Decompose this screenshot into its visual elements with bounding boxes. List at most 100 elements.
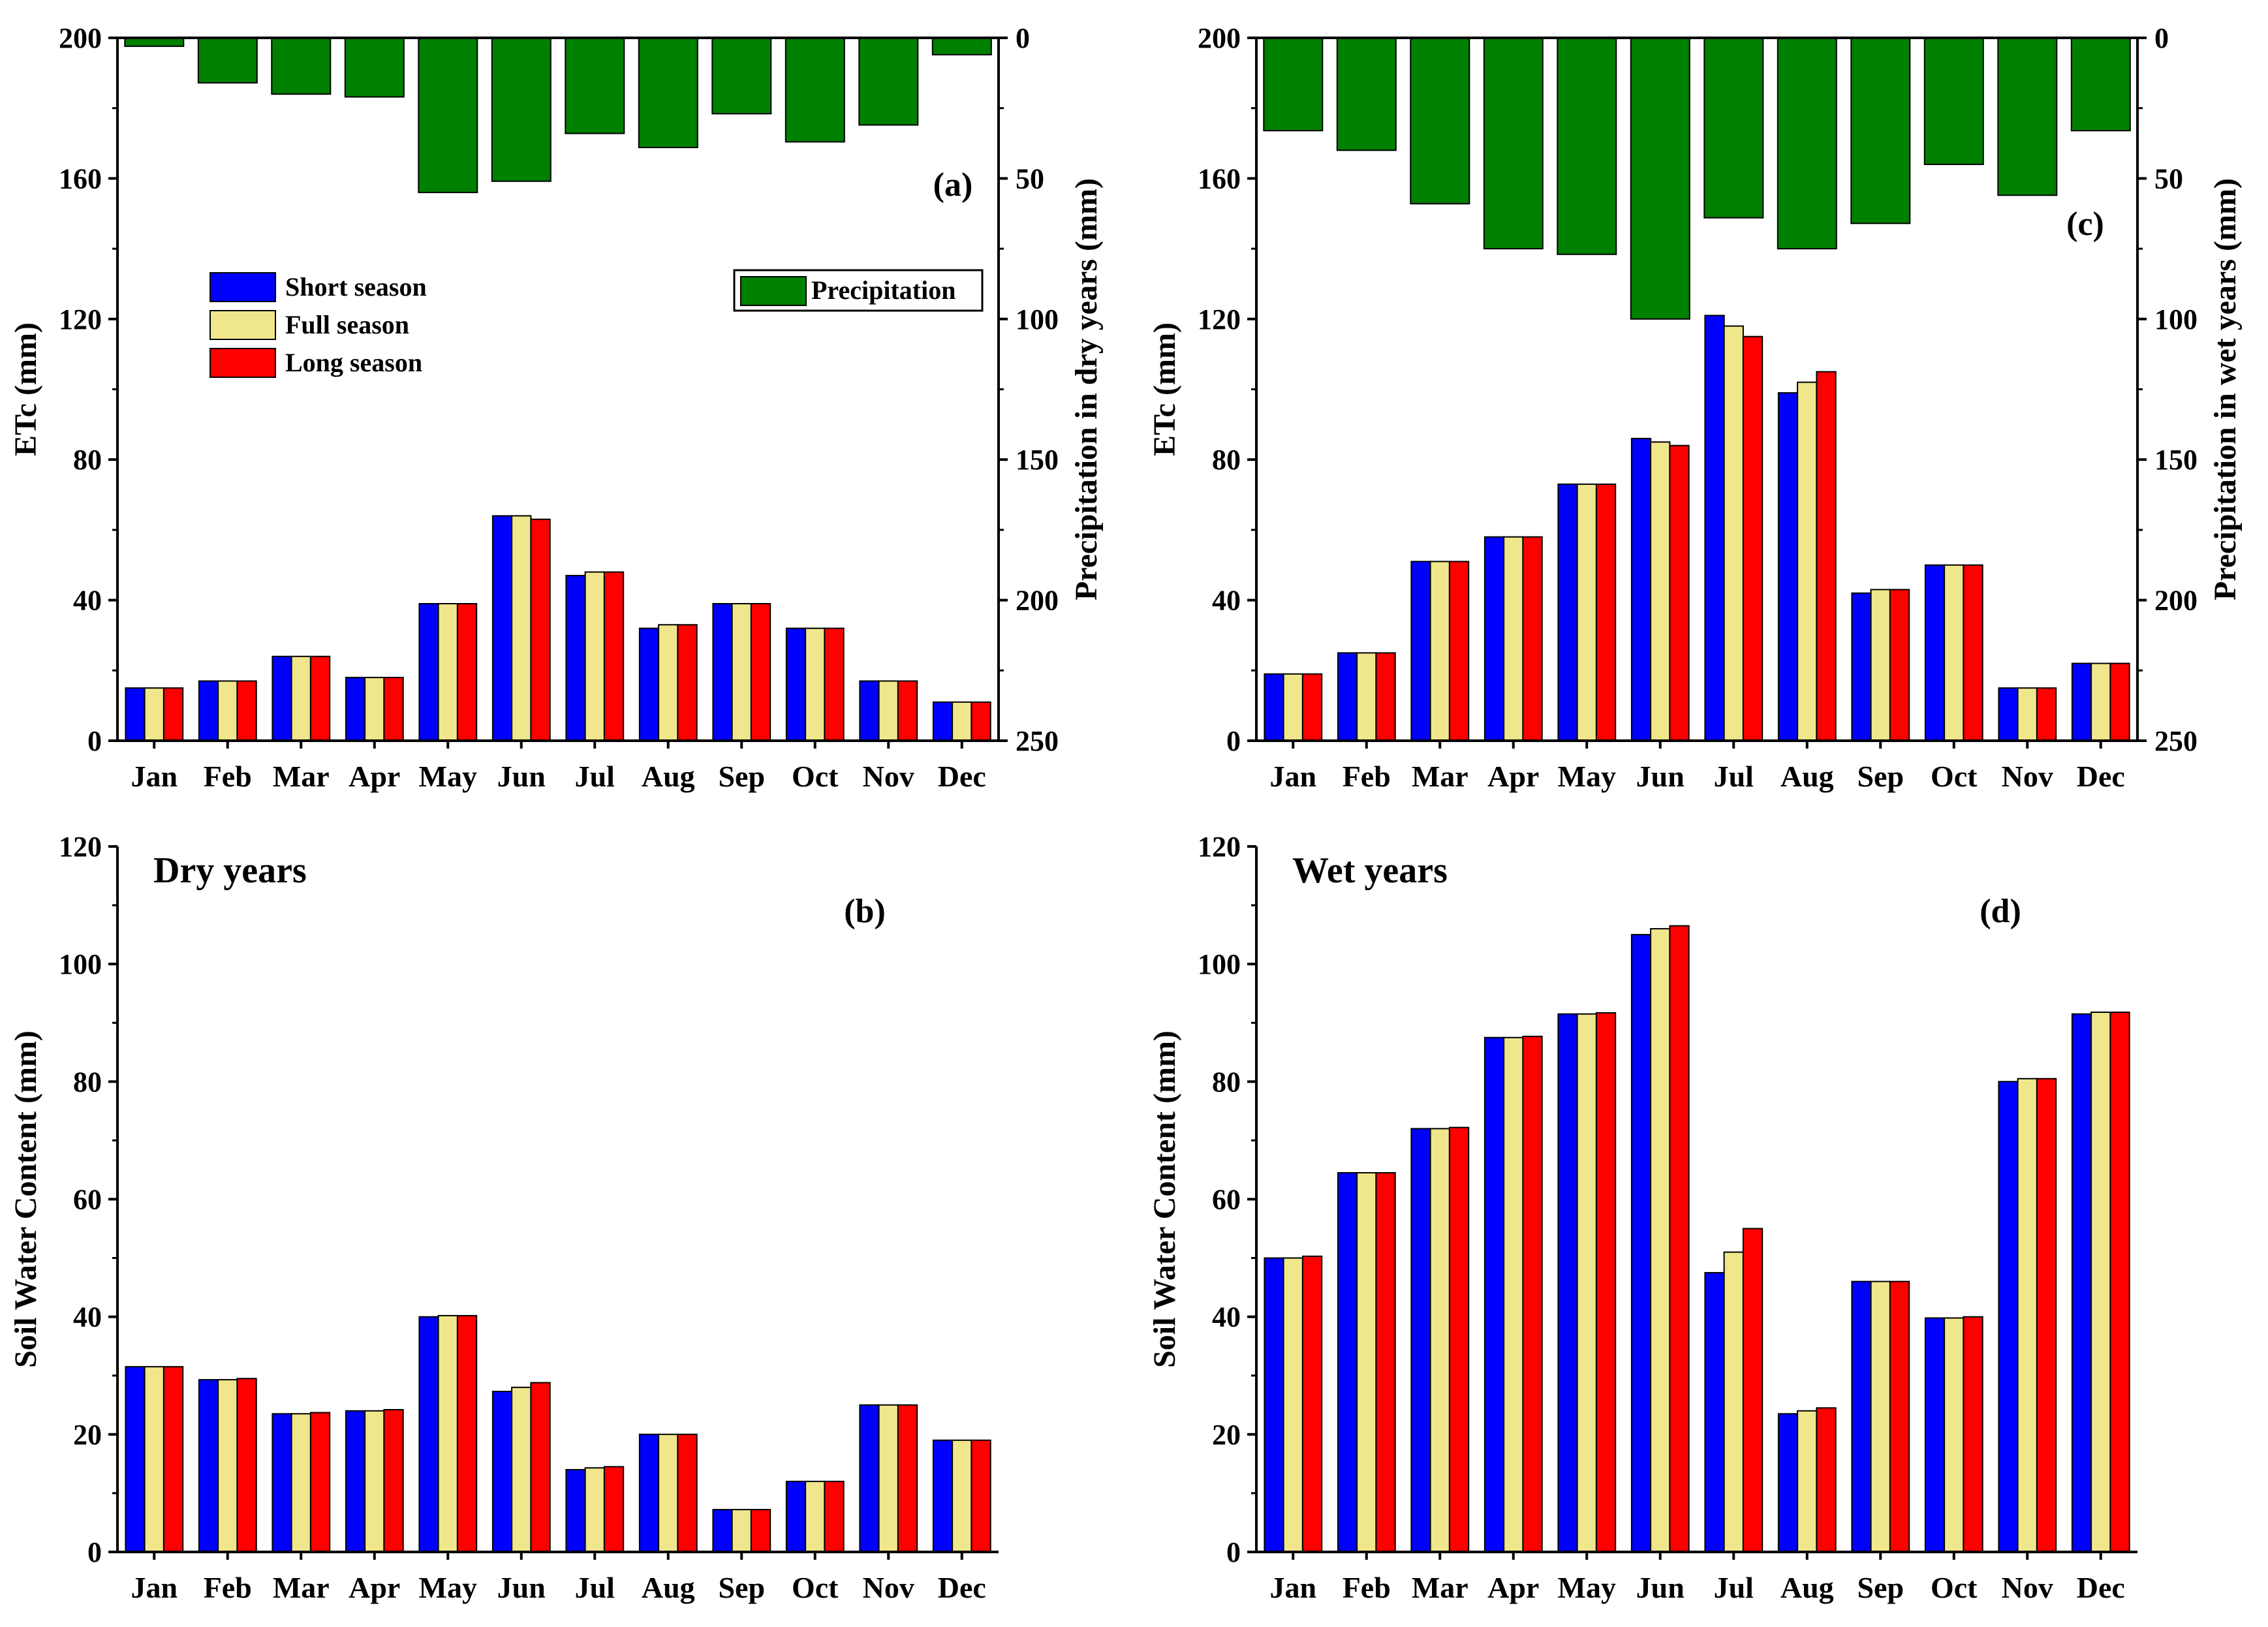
y-tick-label: 40 <box>73 585 102 617</box>
y-tick-label: 40 <box>73 1301 102 1333</box>
short-bar-feb <box>198 1379 219 1553</box>
short-bar-apr <box>1484 536 1505 741</box>
y-tick-label: 0 <box>1226 725 1241 757</box>
short-bar-feb <box>198 680 219 741</box>
legend-label-precip: Precipitation <box>811 275 955 305</box>
x-tick-label: Nov <box>863 1571 914 1604</box>
x-tick-label: May <box>419 760 477 793</box>
y2-tick-label: 50 <box>2154 163 2183 194</box>
full-bar-sep <box>731 1509 752 1553</box>
full-bar-jun <box>1650 928 1671 1553</box>
long-bar-oct <box>1963 564 1983 742</box>
short-bar-feb <box>1337 1172 1358 1553</box>
y-tick-label: 60 <box>1212 1184 1241 1216</box>
long-bar-dec <box>2109 662 2130 741</box>
x-tick-label: Jul <box>575 760 615 793</box>
x-tick-label: Dec <box>938 1571 986 1604</box>
full-bar-apr <box>1503 536 1524 741</box>
short-bar-sep <box>1851 592 1872 741</box>
y-axis-title: Soil Water Content (mm) <box>1147 1030 1182 1368</box>
full-bar-mar <box>290 655 311 741</box>
precip-bar-oct <box>1923 37 1984 165</box>
long-bar-feb <box>1375 652 1396 742</box>
short-bar-may <box>1557 1013 1578 1553</box>
y-tick-label: 200 <box>59 22 102 54</box>
y2-tick-label: 0 <box>1016 22 1030 54</box>
precip-bar-jan <box>1263 37 1324 132</box>
long-bar-mar <box>1448 561 1470 742</box>
long-bar-jun <box>530 518 551 741</box>
full-bar-oct <box>1944 1317 1965 1553</box>
long-bar-may <box>456 1314 478 1553</box>
short-bar-jul <box>1704 315 1725 741</box>
y-tick-label: 100 <box>1198 948 1241 980</box>
short-bar-oct <box>1924 1317 1946 1553</box>
y-tick-label: 80 <box>1212 444 1241 476</box>
precip-bar-oct <box>784 37 845 143</box>
full-bar-mar <box>1429 1128 1450 1553</box>
short-bar-nov <box>1998 687 2019 741</box>
short-bar-jul <box>565 574 586 742</box>
x-tick-label: Feb <box>1343 1571 1391 1604</box>
y2-tick-label: 250 <box>1016 725 1059 757</box>
panel-label: (b) <box>844 893 886 930</box>
panel-title: Dry years <box>153 850 307 891</box>
short-bar-jun <box>1630 437 1652 742</box>
full-bar-jan <box>144 1366 164 1553</box>
short-bar-mar <box>272 655 292 741</box>
short-bar-dec <box>932 1439 954 1553</box>
precip-bar-apr <box>344 37 405 98</box>
full-bar-apr <box>1503 1036 1524 1553</box>
precip-bar-may <box>1557 37 1617 255</box>
short-bar-dec <box>2071 662 2092 741</box>
x-tick-label: Apr <box>1487 1571 1539 1604</box>
legend-swatch-full <box>210 310 276 340</box>
x-tick-label: Sep <box>1857 1571 1904 1604</box>
precip-bar-feb <box>197 37 258 84</box>
precip-bar-nov <box>858 37 919 126</box>
y-tick-label: 40 <box>1212 1301 1241 1333</box>
x-tick-label: Jul <box>1714 760 1754 793</box>
panel-b: 0 20 40 60 80 100 120 Jan Feb Mar Apr May Jun Jul Aug S… <box>8 831 999 1604</box>
x-tick-label: Aug <box>642 1571 695 1604</box>
full-bar-apr <box>364 1410 385 1553</box>
short-bar-jul <box>1704 1272 1725 1553</box>
full-bar-dec <box>952 701 972 742</box>
x-tick-label: Mar <box>273 1571 330 1604</box>
full-bar-aug <box>1797 1410 1818 1553</box>
precip-bar-dec <box>931 37 992 55</box>
full-bar-dec <box>2090 1012 2111 1553</box>
long-bar-jul <box>1742 1228 1763 1553</box>
full-bar-sep <box>1870 589 1891 742</box>
legend-label-long: Long season <box>285 348 422 377</box>
precip-bar-jul <box>1703 37 1764 219</box>
full-bar-nov <box>2017 1077 2038 1553</box>
short-bar-jan <box>1264 673 1284 741</box>
full-bar-aug <box>658 624 679 741</box>
full-bar-oct <box>1944 564 1965 742</box>
long-bar-nov <box>897 1404 918 1553</box>
full-bar-dec <box>2090 662 2111 741</box>
y-tick-label: 160 <box>1198 163 1241 194</box>
y2-tick-label: 100 <box>1016 303 1059 335</box>
long-bar-sep <box>750 1509 771 1553</box>
full-bar-jan <box>1282 673 1303 741</box>
long-bar-feb <box>236 680 257 741</box>
x-tick-label: Aug <box>1780 760 1834 793</box>
long-bar-jan <box>163 687 184 741</box>
full-bar-feb <box>217 680 238 741</box>
x-tick-label: Apr <box>1487 760 1539 793</box>
y2-axis-title: Precipitation in wet years (mm) <box>2208 178 2243 600</box>
y-tick-label: 40 <box>1212 585 1241 617</box>
x-tick-label: Dec <box>2077 1571 2125 1604</box>
y-tick-label: 200 <box>1198 22 1241 54</box>
x-tick-label: Apr <box>349 1571 400 1604</box>
precip-bar-mar <box>1410 37 1470 205</box>
x-tick-label: Nov <box>2002 1571 2053 1604</box>
x-tick-label: Jun <box>497 760 546 793</box>
precip-bar-nov <box>1997 37 2058 196</box>
y2-tick-label: 150 <box>2154 444 2198 476</box>
legend-swatch-long <box>210 348 276 378</box>
long-bar-oct <box>824 627 845 742</box>
long-bar-jun <box>1669 925 1690 1553</box>
